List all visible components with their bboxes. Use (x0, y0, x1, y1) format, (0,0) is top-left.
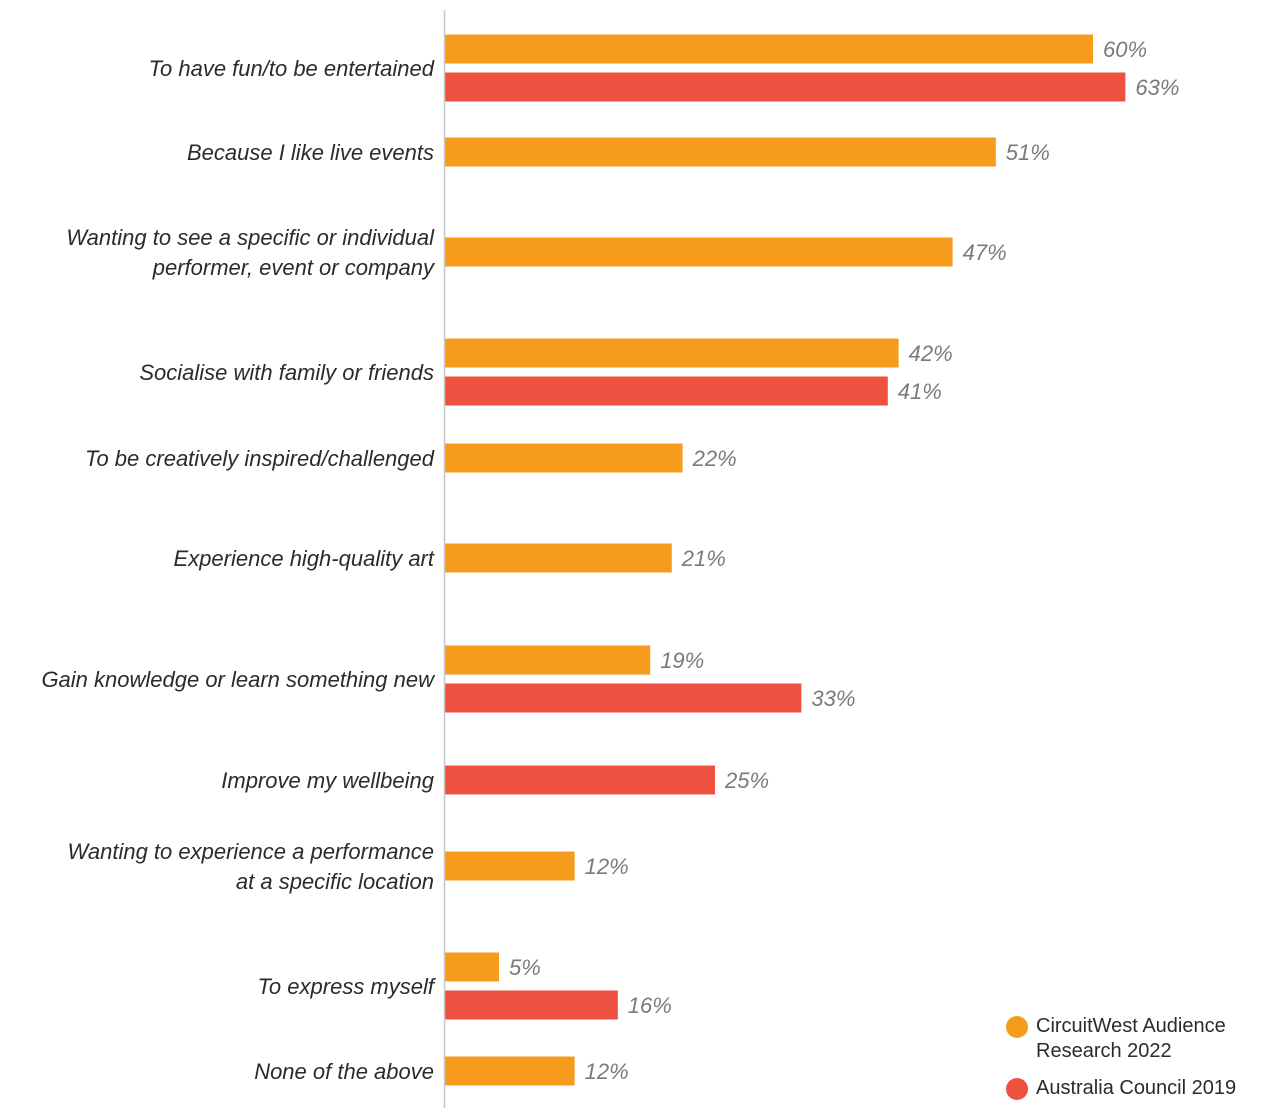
bars-layer (445, 34, 1126, 1086)
category-label-experience-high-quality-art: Experience high-quality art (174, 546, 435, 571)
category-label-line: at a specific location (236, 869, 434, 894)
category-label-line: To express myself (258, 974, 437, 999)
category-label-line: None of the above (254, 1059, 434, 1084)
data-label-circuitwest-5: 21% (681, 546, 726, 571)
category-label-because-i-like-live-events: Because I like live events (187, 140, 434, 165)
category-label-improve-my-wellbeing: Improve my wellbeing (221, 768, 435, 793)
category-label-line: To be creatively inspired/challenged (85, 446, 435, 471)
category-label-to-have-fun-to-be-entertained: To have fun/to be entertained (149, 56, 435, 81)
bar-circuitwest-10 (445, 1056, 575, 1086)
bar-circuitwest-3 (445, 338, 899, 368)
category-label-to-express-myself: To express myself (258, 974, 437, 999)
legend-item-circuitwest: CircuitWest Audience Research 2022 (1006, 1014, 1276, 1064)
category-label-line: Experience high-quality art (174, 546, 435, 571)
category-label-wanting-to-experience-a-performance-at-a-specific-location: Wanting to experience a performance at a … (68, 839, 434, 894)
legend-label-australia-council: Australia Council 2019 (1036, 1077, 1237, 1099)
data-label-australia-council-0: 63% (1135, 75, 1179, 100)
category-label-none-of-the-above: None of the above (254, 1059, 434, 1084)
category-label-line: Socialise with family or friends (139, 360, 434, 385)
category-label-socialise-with-family-or-friends: Socialise with family or friends (139, 360, 434, 385)
legend-item-australia-council: Australia Council 2019 (1006, 1076, 1276, 1101)
category-label-line: Because I like live events (187, 140, 434, 165)
category-label-to-be-creatively-inspired-challenged: To be creatively inspired/challenged (85, 446, 435, 471)
data-label-circuitwest-10: 12% (585, 1059, 629, 1084)
category-label-line: Wanting to see a specific or individual (66, 225, 435, 250)
category-label-line: Improve my wellbeing (221, 768, 435, 793)
data-label-circuitwest-1: 51% (1006, 140, 1050, 165)
data-label-circuitwest-9: 5% (509, 955, 541, 980)
legend-swatch-australia-council (1006, 1078, 1028, 1100)
legend: CircuitWest Audience Research 2022 Austr… (1006, 1014, 1276, 1113)
category-label-gain-knowledge-or-learn-something-new: Gain knowledge or learn something new (41, 667, 436, 692)
legend-swatch-circuitwest (1006, 1016, 1028, 1038)
data-label-circuitwest-0: 60% (1103, 37, 1147, 62)
bar-australia-council-6 (445, 683, 802, 713)
bar-circuitwest-8 (445, 851, 575, 881)
bar-circuitwest-6 (445, 645, 651, 675)
data-label-circuitwest-8: 12% (585, 854, 629, 879)
data-label-australia-council-6: 33% (811, 686, 855, 711)
category-label-line: Gain knowledge or learn something new (41, 667, 436, 692)
bar-circuitwest-2 (445, 237, 953, 267)
category-label-line: performer, event or company (152, 255, 436, 280)
bar-australia-council-7 (445, 765, 715, 795)
bar-australia-council-3 (445, 376, 888, 406)
data-label-circuitwest-6: 19% (660, 648, 704, 673)
legend-label-circuitwest: CircuitWest Audience Research 2022 (1036, 1015, 1226, 1062)
data-label-australia-council-3: 41% (898, 379, 942, 404)
data-label-australia-council-9: 16% (628, 993, 672, 1018)
bar-circuitwest-4 (445, 443, 683, 473)
bar-circuitwest-0 (445, 34, 1093, 64)
category-label-line: Wanting to experience a performance (68, 839, 434, 864)
data-label-circuitwest-3: 42% (909, 341, 953, 366)
bar-circuitwest-1 (445, 137, 996, 167)
bar-australia-council-9 (445, 990, 618, 1020)
data-label-circuitwest-4: 22% (692, 446, 737, 471)
bar-australia-council-0 (445, 72, 1126, 102)
category-label-wanting-to-see-a-specific-or-individual-performer-event-or-company: Wanting to see a specific or individual p… (66, 225, 436, 280)
labels-layer: 60% 63% To have fun/to be entertained 51% Be… (41, 37, 1179, 1084)
bar-circuitwest-5 (445, 543, 672, 573)
data-label-circuitwest-2: 47% (963, 240, 1007, 265)
category-label-line: To have fun/to be entertained (149, 56, 435, 81)
bar-circuitwest-9 (445, 952, 499, 982)
data-label-australia-council-7: 25% (724, 768, 769, 793)
